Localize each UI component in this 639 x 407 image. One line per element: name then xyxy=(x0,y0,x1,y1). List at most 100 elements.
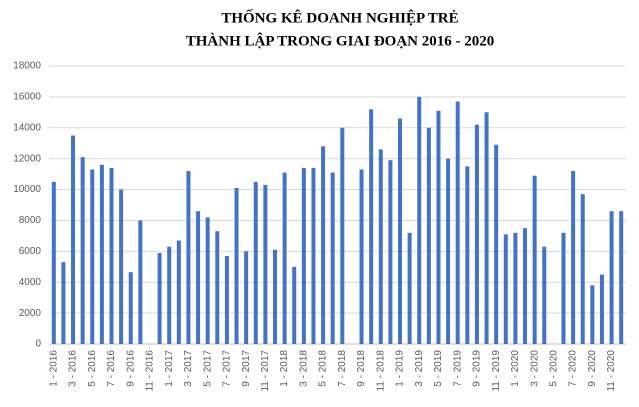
y-tick-label: 6000 xyxy=(19,246,42,257)
bar xyxy=(369,109,374,344)
y-tick-label: 12000 xyxy=(13,153,41,164)
bar xyxy=(571,171,576,344)
bar xyxy=(426,127,431,345)
bar xyxy=(465,166,470,344)
bar xyxy=(590,285,595,344)
bar xyxy=(388,160,393,344)
bar xyxy=(359,169,364,344)
bar xyxy=(330,172,335,344)
bar xyxy=(196,211,201,344)
bar xyxy=(61,262,66,344)
x-tick-label: 9 - 2016 xyxy=(125,350,136,387)
bar xyxy=(580,194,585,344)
bar xyxy=(109,167,114,344)
bar xyxy=(398,118,403,344)
bar xyxy=(157,252,162,344)
x-tick-label: 11 - 2017 xyxy=(260,350,271,392)
bar xyxy=(619,211,624,344)
x-tick-label: 11 - 2020 xyxy=(606,350,617,392)
bar xyxy=(561,232,566,344)
x-tick-label: 3 - 2019 xyxy=(414,350,425,387)
bar xyxy=(523,228,528,344)
bar xyxy=(417,96,422,344)
x-tick-label: 7 - 2016 xyxy=(106,350,117,387)
y-tick-label: 8000 xyxy=(19,215,42,226)
x-tick-label: 11 - 2019 xyxy=(491,350,502,392)
x-tick-label: 11 - 2016 xyxy=(145,350,156,392)
bar xyxy=(609,211,614,344)
bar xyxy=(455,101,460,345)
x-tick-label: 9 - 2018 xyxy=(356,350,367,387)
bar xyxy=(244,251,249,344)
x-tick-label: 5 - 2019 xyxy=(433,350,444,387)
bar xyxy=(292,266,297,344)
bar xyxy=(340,127,345,345)
bar xyxy=(503,234,508,344)
bar xyxy=(484,112,489,344)
x-tick-label: 11 - 2018 xyxy=(375,350,386,392)
bar xyxy=(224,255,229,344)
bar xyxy=(446,158,451,344)
bar xyxy=(407,232,412,344)
x-tick-label: 1 - 2018 xyxy=(279,350,290,387)
bar xyxy=(128,272,133,344)
bar xyxy=(215,231,220,344)
bar xyxy=(272,249,277,344)
bar xyxy=(436,110,441,345)
x-tick-label: 5 - 2016 xyxy=(87,350,98,387)
x-tick-label: 7 - 2020 xyxy=(568,350,579,387)
x-tick-label: 7 - 2018 xyxy=(337,350,348,387)
bar xyxy=(599,274,604,344)
bar xyxy=(282,172,287,344)
bar xyxy=(167,246,172,344)
y-tick-label: 14000 xyxy=(13,122,41,133)
x-tick-label: 3 - 2016 xyxy=(68,350,79,387)
bar xyxy=(378,149,383,344)
bar xyxy=(311,167,316,344)
x-tick-label: 3 - 2020 xyxy=(529,350,540,387)
x-tick-label: 5 - 2020 xyxy=(549,350,560,387)
x-tick-label: 9 - 2020 xyxy=(587,350,598,387)
bar xyxy=(80,157,85,344)
bar xyxy=(71,135,76,344)
y-tick-label: 16000 xyxy=(13,92,41,103)
x-tick-label: 1 - 2017 xyxy=(164,350,175,387)
bar xyxy=(234,188,239,344)
bar xyxy=(90,169,95,344)
bar xyxy=(176,240,181,344)
bar xyxy=(205,217,210,344)
y-tick-label: 2000 xyxy=(19,308,42,319)
bar xyxy=(119,189,124,344)
bar xyxy=(51,181,56,344)
y-tick-label: 18000 xyxy=(13,61,41,72)
bar xyxy=(99,164,104,344)
bar xyxy=(186,171,191,344)
bar xyxy=(474,124,479,344)
y-tick-label: 4000 xyxy=(19,277,42,288)
chart-title: THÀNH LẬP TRONG GIAI ĐOẠN 2016 - 2020 xyxy=(186,32,495,49)
bar xyxy=(263,184,268,344)
bar xyxy=(253,181,258,344)
x-tick-label: 9 - 2017 xyxy=(241,350,252,387)
bar xyxy=(138,220,143,344)
x-tick-label: 7 - 2019 xyxy=(452,350,463,387)
x-tick-label: 7 - 2017 xyxy=(222,350,233,387)
chart-title: THỐNG KÊ DOANH NGHIỆP TRẺ xyxy=(221,8,458,26)
bar xyxy=(321,146,326,344)
bar xyxy=(494,144,499,344)
x-tick-label: 1 - 2019 xyxy=(395,350,406,387)
x-tick-label: 3 - 2017 xyxy=(183,350,194,387)
bar xyxy=(513,232,518,344)
x-tick-label: 5 - 2018 xyxy=(318,350,329,387)
y-tick-label: 0 xyxy=(35,339,41,350)
bar xyxy=(542,246,547,344)
bar xyxy=(301,167,306,344)
bar xyxy=(532,175,537,344)
x-tick-label: 9 - 2019 xyxy=(472,350,483,387)
x-tick-label: 1 - 2016 xyxy=(48,350,59,387)
x-tick-label: 5 - 2017 xyxy=(202,350,213,387)
y-tick-label: 10000 xyxy=(13,184,41,195)
x-tick-label: 3 - 2018 xyxy=(298,350,309,387)
x-tick-label: 1 - 2020 xyxy=(510,350,521,387)
